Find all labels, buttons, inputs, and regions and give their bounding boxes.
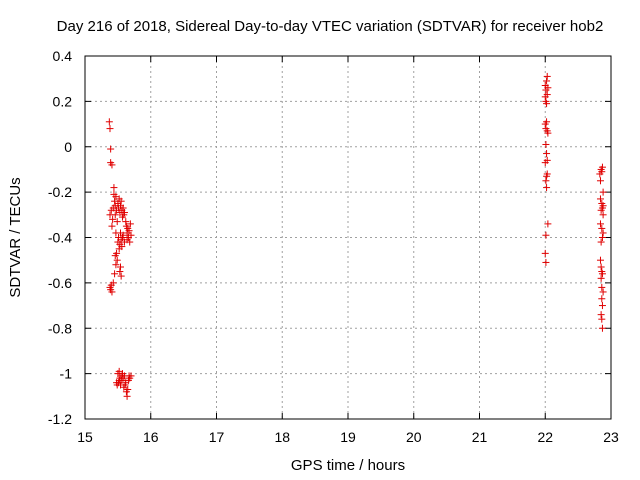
data-point xyxy=(115,376,123,384)
data-point xyxy=(112,261,120,269)
data-points xyxy=(105,72,607,400)
data-point xyxy=(544,84,552,92)
data-point xyxy=(111,211,119,219)
data-point xyxy=(109,215,117,223)
axis-ticks: 15 16 17 18 19 20 21 22 23 0.4 0.2 0 -0.2 -0.4 -0.6 -0.… xyxy=(48,48,619,445)
data-point xyxy=(544,220,552,228)
data-point xyxy=(118,243,126,251)
data-point xyxy=(542,177,550,185)
y-tick-label: -0.4 xyxy=(48,230,72,246)
data-point xyxy=(116,268,124,276)
data-point xyxy=(599,202,607,210)
data-point xyxy=(117,263,125,271)
data-point xyxy=(597,274,605,282)
data-point xyxy=(599,288,607,296)
x-tick-label: 15 xyxy=(77,429,93,445)
data-point xyxy=(598,302,606,310)
data-point xyxy=(119,231,127,239)
y-axis-label: SDTVAR / TECUs xyxy=(7,177,24,297)
x-tick-label: 20 xyxy=(406,429,422,445)
data-point xyxy=(108,161,116,169)
x-axis-label: GPS time / hours xyxy=(291,457,405,474)
y-tick-label: -1 xyxy=(60,366,73,382)
data-point xyxy=(127,372,135,380)
data-point xyxy=(543,91,551,99)
data-point xyxy=(597,263,605,271)
x-tick-label: 22 xyxy=(537,429,553,445)
data-point xyxy=(598,234,606,241)
data-point xyxy=(598,283,606,291)
data-point xyxy=(110,184,118,192)
data-point xyxy=(596,256,604,264)
y-tick-label: -1.2 xyxy=(48,411,72,427)
data-point xyxy=(543,156,551,164)
x-tick-label: 18 xyxy=(274,429,290,445)
data-point xyxy=(598,295,606,303)
data-point xyxy=(125,227,133,235)
data-point xyxy=(126,220,134,228)
data-point xyxy=(105,118,113,126)
data-point xyxy=(543,100,551,108)
data-point xyxy=(598,168,606,176)
data-point xyxy=(542,140,550,148)
data-point xyxy=(596,220,604,228)
y-tick-label: -0.2 xyxy=(48,184,72,200)
data-point xyxy=(597,238,605,246)
data-point xyxy=(543,118,551,126)
data-point xyxy=(122,218,130,226)
data-point xyxy=(107,286,115,294)
data-point xyxy=(543,72,551,80)
data-point xyxy=(111,270,119,278)
x-tick-label: 21 xyxy=(472,429,488,445)
plot-frame xyxy=(84,55,612,420)
data-point xyxy=(599,229,607,237)
y-tick-label: 0.4 xyxy=(53,48,73,64)
data-point xyxy=(598,163,606,171)
y-tick-label: 0.2 xyxy=(53,93,73,109)
data-point xyxy=(113,218,121,226)
data-point xyxy=(598,224,606,232)
data-point xyxy=(111,252,119,260)
data-point xyxy=(117,272,125,280)
data-point xyxy=(109,279,117,287)
data-point xyxy=(598,270,606,278)
data-point xyxy=(108,222,116,230)
y-tick-label: -0.8 xyxy=(48,320,72,336)
data-point xyxy=(543,150,551,158)
y-tick-label: -0.6 xyxy=(48,275,72,291)
grid xyxy=(85,56,611,419)
data-point xyxy=(106,125,114,133)
data-point xyxy=(542,258,550,266)
data-point xyxy=(543,77,551,85)
data-point xyxy=(541,249,549,257)
data-point xyxy=(544,129,552,137)
data-point xyxy=(117,197,125,205)
data-point xyxy=(596,195,604,203)
x-tick-label: 16 xyxy=(143,429,159,445)
x-tick-label: 19 xyxy=(340,429,356,445)
data-point xyxy=(599,188,607,196)
x-tick-label: 17 xyxy=(209,429,225,445)
data-point xyxy=(123,392,131,400)
x-tick-label: 23 xyxy=(603,429,619,445)
data-point xyxy=(598,315,606,323)
data-point xyxy=(543,184,551,192)
data-point xyxy=(119,204,127,212)
data-point xyxy=(123,236,131,244)
data-point xyxy=(599,211,607,219)
data-point xyxy=(127,231,135,239)
data-point xyxy=(596,177,604,185)
data-point xyxy=(120,209,128,217)
y-tick-label: 0 xyxy=(64,139,72,155)
data-point xyxy=(543,170,551,178)
data-point xyxy=(597,311,605,319)
data-point xyxy=(598,324,606,332)
data-point xyxy=(542,231,550,239)
data-point xyxy=(113,256,121,264)
data-point xyxy=(107,145,115,153)
data-point xyxy=(124,386,132,394)
chart-title: Day 216 of 2018, Sidereal Day-to-day VTE… xyxy=(57,18,604,35)
